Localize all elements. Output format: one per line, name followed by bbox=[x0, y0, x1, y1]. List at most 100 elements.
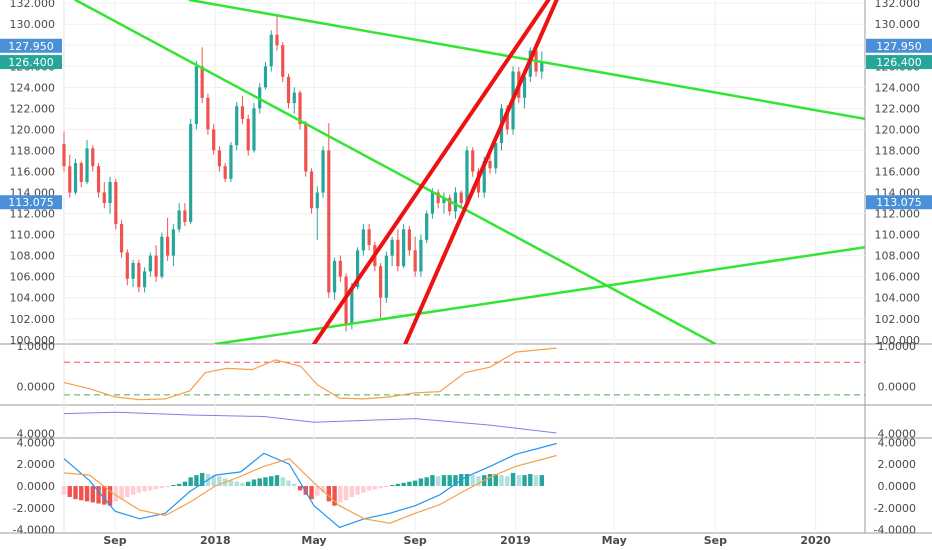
candle[interactable] bbox=[96, 163, 101, 198]
candle-body[interactable] bbox=[384, 255, 388, 298]
macd-histogram-bar[interactable] bbox=[274, 475, 280, 487]
macd-histogram-bar[interactable] bbox=[79, 486, 84, 501]
candle-body[interactable] bbox=[217, 150, 222, 167]
candle[interactable] bbox=[200, 47, 204, 104]
macd-histogram-bar[interactable] bbox=[320, 486, 326, 493]
candle[interactable] bbox=[304, 120, 308, 177]
candle-body[interactable] bbox=[292, 92, 296, 104]
candle[interactable] bbox=[206, 93, 210, 135]
candle-body[interactable] bbox=[62, 144, 66, 167]
candle[interactable] bbox=[212, 124, 216, 155]
candle[interactable] bbox=[148, 252, 152, 277]
candle-body[interactable] bbox=[471, 150, 475, 172]
candle[interactable] bbox=[419, 234, 423, 277]
candle-body[interactable] bbox=[425, 213, 429, 240]
candle-body[interactable] bbox=[131, 262, 135, 279]
candle[interactable] bbox=[321, 146, 325, 198]
macd-histogram-bar[interactable] bbox=[309, 486, 314, 500]
macd-histogram-bar[interactable] bbox=[246, 481, 251, 487]
candle-body[interactable] bbox=[125, 252, 129, 279]
candle[interactable] bbox=[367, 224, 371, 251]
candle[interactable] bbox=[379, 262, 383, 319]
candle[interactable] bbox=[361, 224, 365, 256]
candle[interactable] bbox=[229, 142, 233, 182]
price-panel[interactable] bbox=[62, 0, 865, 344]
macd-histogram-bar[interactable] bbox=[96, 486, 101, 504]
candle-body[interactable] bbox=[194, 66, 199, 125]
macd-histogram-bar[interactable] bbox=[211, 475, 216, 487]
macd-histogram-bar[interactable] bbox=[384, 486, 389, 488]
candle[interactable] bbox=[119, 219, 124, 258]
macd-histogram-bar[interactable] bbox=[171, 484, 176, 487]
candle-body[interactable] bbox=[177, 210, 181, 230]
candle[interactable] bbox=[281, 42, 285, 83]
candle-body[interactable] bbox=[286, 76, 291, 104]
candle[interactable] bbox=[114, 178, 118, 230]
candle[interactable] bbox=[62, 131, 66, 172]
macd-histogram-bar[interactable] bbox=[343, 486, 349, 501]
candle-body[interactable] bbox=[206, 97, 210, 130]
macd-histogram-bar[interactable] bbox=[418, 478, 424, 487]
candle[interactable] bbox=[263, 62, 268, 90]
macd-histogram-bar[interactable] bbox=[447, 475, 452, 487]
candle-body[interactable] bbox=[298, 92, 302, 125]
macd-histogram-bar[interactable] bbox=[378, 486, 383, 489]
candle[interactable] bbox=[540, 51, 544, 79]
macd-histogram-bar[interactable] bbox=[165, 486, 170, 488]
macd-histogram-bar[interactable] bbox=[539, 475, 545, 487]
candle-body[interactable] bbox=[148, 255, 152, 272]
candle[interactable] bbox=[459, 190, 463, 209]
macd-histogram-bar[interactable] bbox=[401, 482, 406, 487]
macd-histogram-bar[interactable] bbox=[257, 478, 262, 487]
macd-panel[interactable] bbox=[61, 442, 557, 529]
candle-body[interactable] bbox=[183, 210, 187, 222]
candle-body[interactable] bbox=[171, 229, 175, 256]
candle[interactable] bbox=[246, 114, 250, 156]
purple-line[interactable] bbox=[63, 411, 557, 434]
candle[interactable] bbox=[79, 160, 83, 188]
macd-histogram-bar[interactable] bbox=[269, 476, 274, 487]
candle-body[interactable] bbox=[540, 62, 544, 72]
candle-body[interactable] bbox=[522, 76, 527, 98]
candle[interactable] bbox=[160, 232, 164, 279]
macd-histogram-bar[interactable] bbox=[280, 477, 285, 487]
candle-body[interactable] bbox=[379, 266, 383, 298]
macd-histogram-bar[interactable] bbox=[487, 474, 493, 487]
macd-histogram-bar[interactable] bbox=[188, 477, 193, 487]
candle[interactable] bbox=[85, 139, 89, 185]
macd-histogram-bar[interactable] bbox=[263, 477, 268, 487]
macd-histogram-bar[interactable] bbox=[533, 475, 539, 487]
candle[interactable] bbox=[332, 257, 337, 300]
macd-histogram-bar[interactable] bbox=[407, 481, 412, 487]
macd-histogram-bar[interactable] bbox=[199, 472, 205, 487]
candle[interactable] bbox=[217, 146, 222, 172]
macd-histogram-bar[interactable] bbox=[361, 486, 366, 493]
macd-histogram-bar[interactable] bbox=[326, 486, 332, 502]
candle-body[interactable] bbox=[436, 192, 440, 204]
macd-histogram-bar[interactable] bbox=[194, 475, 199, 487]
macd-histogram-bar[interactable] bbox=[510, 472, 516, 487]
candle[interactable] bbox=[235, 102, 239, 151]
candle-body[interactable] bbox=[465, 150, 469, 204]
candle[interactable] bbox=[142, 267, 147, 293]
candle-body[interactable] bbox=[154, 255, 158, 277]
candle-body[interactable] bbox=[338, 260, 342, 277]
candle-body[interactable] bbox=[114, 181, 118, 225]
candle[interactable] bbox=[436, 189, 440, 209]
candle-body[interactable] bbox=[252, 108, 256, 151]
candle[interactable] bbox=[425, 210, 429, 244]
macd-histogram-bar[interactable] bbox=[522, 475, 527, 487]
candle[interactable] bbox=[102, 181, 106, 209]
candle[interactable] bbox=[396, 229, 400, 272]
candle-body[interactable] bbox=[442, 197, 446, 204]
macd-line[interactable] bbox=[63, 442, 557, 529]
candle-body[interactable] bbox=[166, 236, 170, 256]
green-trendline[interactable] bbox=[188, 0, 865, 121]
candle[interactable] bbox=[189, 118, 193, 225]
candle[interactable] bbox=[252, 103, 256, 153]
macd-histogram-bar[interactable] bbox=[240, 482, 245, 487]
candle-body[interactable] bbox=[396, 239, 400, 267]
candle-body[interactable] bbox=[85, 148, 89, 182]
candle[interactable] bbox=[286, 73, 291, 109]
candle[interactable] bbox=[390, 236, 394, 267]
